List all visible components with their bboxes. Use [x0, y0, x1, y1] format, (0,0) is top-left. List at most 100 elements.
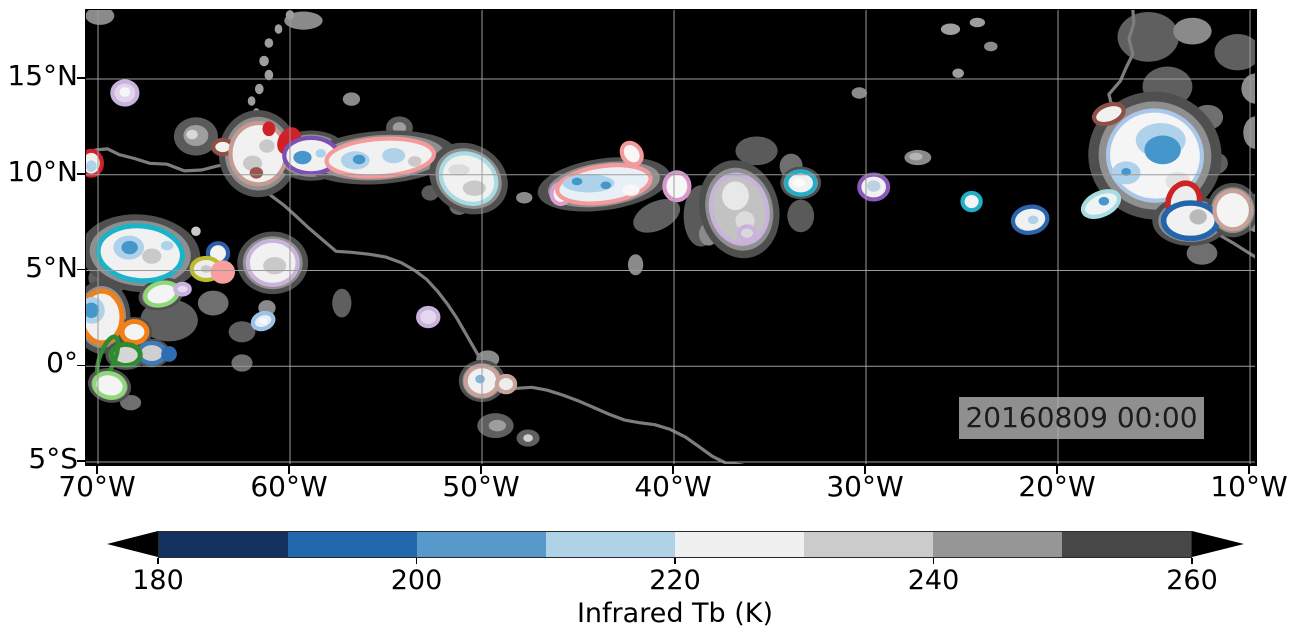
cluster-core: [86, 160, 97, 172]
cloud-cluster: [210, 260, 235, 284]
cluster-core: [600, 181, 612, 190]
gray-cloud: [909, 152, 923, 161]
cloud-cluster: [1212, 188, 1254, 232]
gray-cloud: [342, 92, 361, 106]
cluster-core: [622, 184, 640, 196]
colorbar-tick-mark: [415, 558, 418, 564]
colorbar-segment: [417, 532, 546, 557]
gray-cloud: [1241, 73, 1255, 104]
gray-cloud: [787, 199, 815, 233]
cluster-core: [352, 154, 366, 165]
colorbar-tick-label: 180: [132, 565, 184, 596]
cluster-core: [382, 147, 406, 164]
cluster-core: [259, 139, 275, 153]
cluster-core: [1144, 135, 1181, 165]
gray-cloud: [627, 254, 644, 276]
cloud-cluster: [416, 305, 441, 329]
gray-cloud: [120, 394, 142, 411]
gray-cloud: [488, 419, 506, 432]
y-tick-mark: [77, 460, 85, 462]
cluster-core: [293, 150, 312, 165]
cluster-core: [866, 180, 881, 192]
cluster-core: [86, 302, 99, 318]
x-tick-label: 10°W: [1210, 470, 1288, 503]
cloud-cluster: [136, 340, 167, 366]
x-tick-mark: [96, 466, 98, 474]
x-tick-label: 60°W: [250, 470, 328, 503]
gray-cloud: [952, 68, 964, 79]
gray-cloud: [228, 321, 256, 343]
gray-cloud: [984, 41, 998, 52]
cluster-core: [258, 318, 268, 324]
timestamp-badge: 20160809 00:00: [959, 397, 1204, 439]
cluster-core: [142, 248, 162, 264]
x-tick-label: 50°W: [442, 470, 520, 503]
colorbar-segment: [804, 532, 933, 557]
coastline-south-america: [86, 147, 746, 464]
cluster-core: [462, 180, 486, 196]
cluster-core: [448, 164, 470, 176]
colorbar-tick-mark: [1191, 558, 1193, 564]
cluster-core: [249, 167, 264, 179]
y-tick-label: 15°N: [7, 59, 78, 92]
colorbar-tick-label: 220: [649, 565, 701, 596]
gray-cloud: [969, 17, 986, 28]
colorbar-extend-left: [107, 531, 158, 557]
island: [247, 96, 256, 106]
cluster-core: [722, 181, 749, 211]
gray-cloud: [516, 191, 533, 204]
island: [254, 83, 264, 95]
colorbar-segment: [159, 532, 288, 557]
gray-cloud: [851, 87, 867, 99]
gray-cloud: [735, 136, 778, 166]
y-tick-mark: [77, 173, 85, 175]
colorbar-label: Infrared Tb (K): [576, 598, 774, 629]
cluster-core: [119, 87, 131, 97]
colorbar-segment: [288, 532, 417, 557]
island: [274, 24, 283, 34]
cloud-cluster: [736, 224, 758, 242]
x-tick-mark: [1056, 466, 1058, 474]
gray-cloud: [523, 434, 533, 442]
x-tick-label: 70°W: [58, 470, 136, 503]
colorbar-segment: [1062, 532, 1191, 557]
cluster-core: [160, 240, 174, 251]
x-tick-label: 30°W: [826, 470, 904, 503]
y-tick-label: 5°N: [25, 250, 78, 284]
gray-cloud: [191, 226, 201, 237]
island: [264, 69, 274, 81]
gray-cloud: [1214, 34, 1255, 71]
colorbar-extend-right: [1192, 531, 1244, 557]
cluster-core: [263, 257, 287, 275]
gray-cloud: [633, 199, 681, 233]
colorbar-tick-mark: [674, 558, 676, 564]
cluster-core: [315, 148, 326, 158]
gray-cloud: [1186, 241, 1218, 265]
y-tick-mark: [77, 364, 85, 366]
gray-cloud: [231, 354, 253, 372]
cloud-cluster: [161, 346, 177, 362]
y-tick-label: 5°S: [28, 442, 78, 475]
gray-cloud: [1117, 11, 1179, 62]
cloud-cluster: [960, 190, 983, 213]
x-tick-label: 20°W: [1018, 470, 1096, 503]
cloud-cluster: [494, 373, 518, 395]
gray-cloud: [86, 10, 115, 25]
x-tick-mark: [672, 466, 674, 474]
colorbar-segment: [675, 532, 804, 557]
y-tick-label: 10°N: [7, 154, 78, 188]
colorbar-tick-mark: [932, 558, 935, 564]
y-tick-mark: [77, 77, 85, 79]
cluster-core: [200, 265, 212, 273]
colorbar-tick-label: 240: [907, 565, 960, 596]
cluster-core: [408, 156, 422, 167]
cluster-core: [571, 177, 583, 186]
map-panel: 20160809 00:00: [85, 9, 1257, 466]
cluster-core: [1027, 215, 1039, 225]
y-tick-label: 0°: [46, 346, 78, 380]
x-tick-mark: [1248, 466, 1250, 474]
cluster-core: [121, 240, 138, 255]
y-tick-mark: [77, 268, 85, 271]
cloud-cluster: [173, 281, 192, 297]
cluster-core: [1189, 209, 1207, 225]
